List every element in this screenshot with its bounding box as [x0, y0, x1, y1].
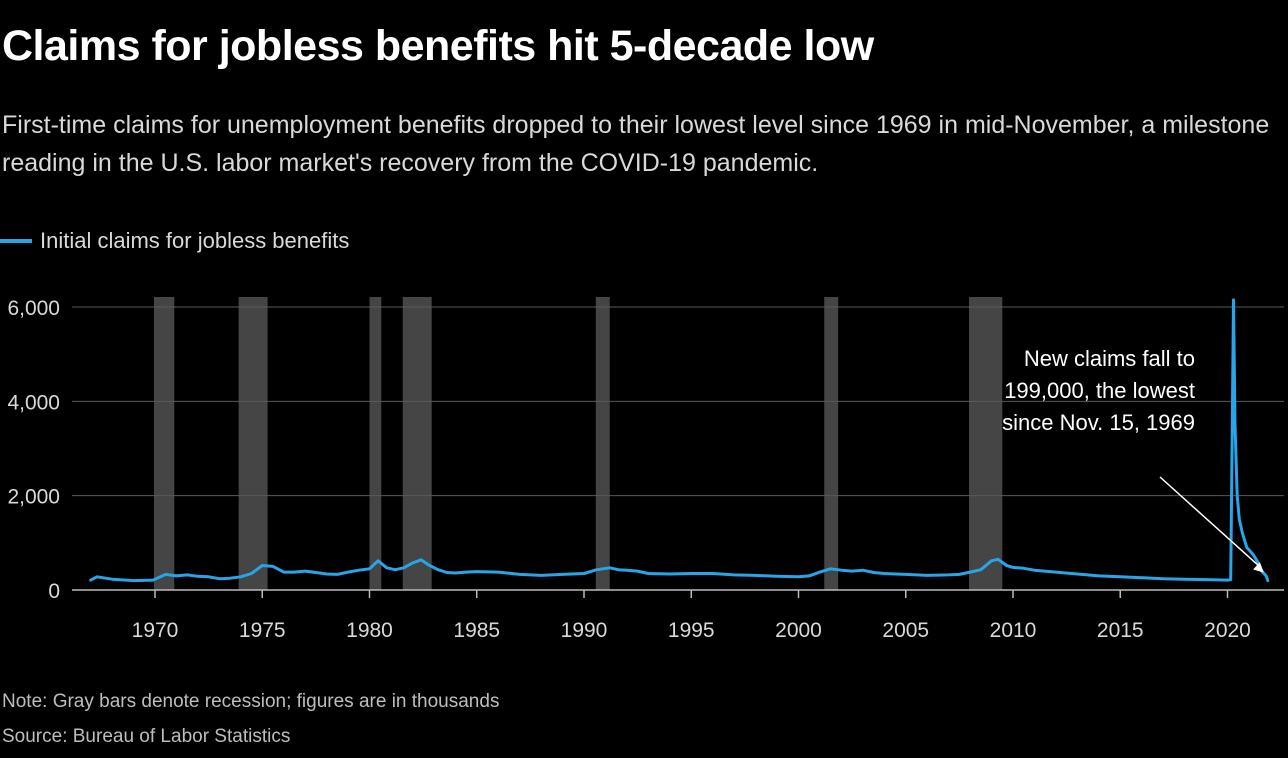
x-tick-label: 1970	[132, 619, 179, 642]
recession-bars	[153, 297, 1003, 590]
gridlines	[72, 306, 1284, 497]
x-tick-label: 1995	[668, 619, 715, 642]
y-axis-ticks: 0 2,000 4,000 6,000	[7, 297, 60, 603]
x-tick-label: 2015	[1097, 619, 1144, 642]
x-axis-ticks: 1970 1975 1980 1985 1990 1995 2000 2005 2010 2015…	[132, 590, 1251, 642]
line-chart: 0 2,000 4,000 6,000 1970 1975 1980 1985 1990 199…	[7, 297, 1284, 642]
series-line-initial-claims	[89, 298, 1270, 583]
footer-source: Source: Bureau of Labor Statistics	[2, 726, 291, 747]
annotation-arrowhead	[1253, 562, 1264, 573]
x-tick-label: 1990	[561, 619, 608, 642]
y-tick-label: 4,000	[7, 391, 60, 414]
legend-line-swatch	[0, 239, 32, 243]
annotation-text: New claims fall to 199,000, the lowest s…	[1002, 346, 1195, 435]
x-tick-label: 2000	[775, 619, 822, 642]
y-tick-label: 2,000	[7, 486, 60, 509]
chart-subtitle: First-time claims for unemployment benef…	[2, 111, 1270, 177]
recession-bar	[824, 297, 839, 590]
x-tick-label: 2020	[1204, 619, 1251, 642]
legend-label: Initial claims for jobless benefits	[40, 228, 350, 253]
x-tick-label: 2010	[990, 619, 1037, 642]
x-tick-label: 2005	[882, 619, 929, 642]
chart-title: Claims for jobless benefits hit 5-decade…	[2, 22, 874, 70]
footer-note: Note: Gray bars denote recession; figure…	[2, 691, 500, 712]
legend: Initial claims for jobless benefits	[0, 228, 349, 254]
annotation-arrow	[1159, 476, 1263, 570]
y-tick-label: 6,000	[7, 297, 60, 320]
recession-bar	[595, 297, 610, 590]
x-tick-label: 1985	[453, 619, 500, 642]
recession-bar	[238, 297, 268, 590]
recession-bar	[402, 297, 432, 590]
recession-bar	[369, 297, 382, 590]
x-tick-label: 1980	[346, 619, 393, 642]
recession-bar	[153, 297, 175, 590]
recession-bar	[969, 297, 1003, 590]
x-tick-label: 1975	[239, 619, 286, 642]
y-tick-label: 0	[48, 580, 60, 603]
